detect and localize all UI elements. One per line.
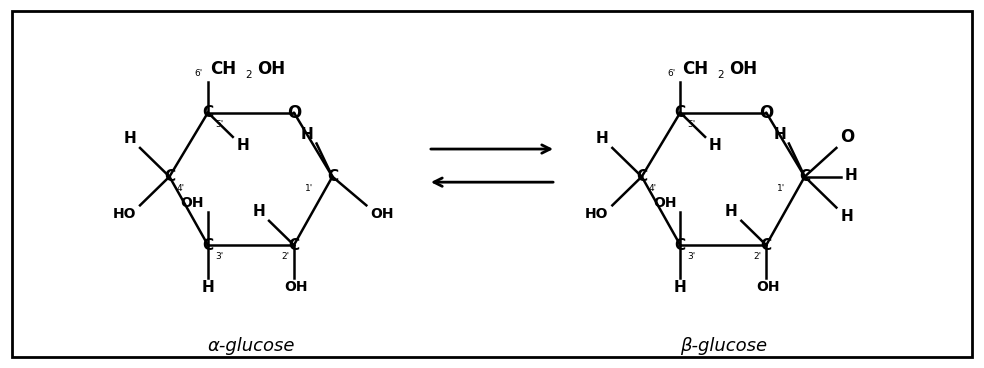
Text: H: H — [202, 280, 215, 295]
Text: 2': 2' — [753, 252, 762, 261]
Text: H: H — [237, 138, 250, 153]
Text: 3': 3' — [215, 252, 223, 261]
Text: 2: 2 — [717, 70, 724, 80]
Text: OH: OH — [652, 197, 676, 210]
Text: H: H — [674, 280, 687, 295]
Text: H: H — [724, 204, 737, 219]
Text: HO: HO — [584, 207, 608, 221]
Text: H: H — [252, 204, 265, 219]
Text: OH: OH — [757, 280, 780, 294]
Text: 6': 6' — [195, 69, 203, 78]
Text: 6': 6' — [667, 69, 675, 78]
Text: H: H — [301, 127, 314, 142]
Text: 2: 2 — [245, 70, 252, 80]
Text: H: H — [845, 169, 858, 183]
Text: H: H — [773, 127, 786, 142]
Text: H: H — [123, 131, 136, 146]
Text: C: C — [203, 105, 214, 120]
Text: C: C — [675, 105, 686, 120]
Text: H: H — [595, 131, 608, 146]
Text: OH: OH — [729, 60, 758, 78]
Text: OH: OH — [370, 207, 394, 221]
Text: O: O — [840, 128, 854, 146]
Text: 4': 4' — [176, 184, 184, 193]
Text: 5': 5' — [687, 120, 696, 129]
Text: HO: HO — [112, 207, 136, 221]
Text: 3': 3' — [687, 252, 696, 261]
Text: OH: OH — [180, 197, 204, 210]
Text: 1': 1' — [776, 184, 785, 193]
Text: 5': 5' — [215, 120, 223, 129]
Text: C: C — [164, 169, 175, 184]
Text: O: O — [759, 104, 773, 121]
Text: 1': 1' — [304, 184, 313, 193]
Text: 2': 2' — [280, 252, 289, 261]
Text: C: C — [675, 238, 686, 252]
Text: OH: OH — [257, 60, 285, 78]
Text: H: H — [709, 138, 722, 153]
Text: O: O — [286, 104, 301, 121]
Text: 4': 4' — [648, 184, 656, 193]
Text: C: C — [327, 169, 338, 184]
Text: CH: CH — [682, 60, 708, 78]
Text: C: C — [288, 238, 299, 252]
Text: C: C — [203, 238, 214, 252]
Text: β-glucose: β-glucose — [680, 337, 767, 355]
Text: OH: OH — [284, 280, 308, 294]
Text: C: C — [637, 169, 647, 184]
Text: CH: CH — [210, 60, 236, 78]
Text: C: C — [799, 169, 810, 184]
Text: α-glucose: α-glucose — [208, 337, 294, 355]
Text: H: H — [840, 209, 853, 224]
Text: C: C — [761, 238, 771, 252]
